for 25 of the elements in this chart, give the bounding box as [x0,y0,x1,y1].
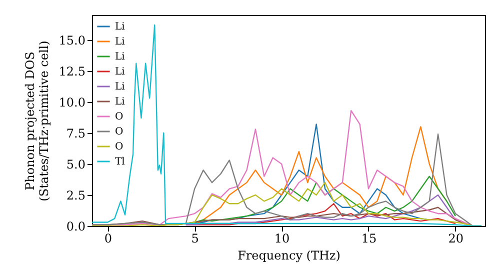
x-tick-label: 20 [448,232,464,246]
line-series [92,24,482,226]
y-tick-label: 0.0 [66,220,86,234]
legend-label: O [115,112,124,122]
y-tick-label: 5.0 [66,157,86,172]
legend-label: Li [115,66,125,78]
x-tick-label: 15 [361,232,377,246]
y-tick-label: 10.0 [58,95,86,110]
y-tick-label: 15.0 [58,33,86,48]
legend-label: O [115,126,124,138]
x-tick-label: 0 [104,232,112,246]
legend-label: Li [115,96,125,108]
legend-label: Li [115,52,125,62]
legend-label: Li [115,22,125,32]
y-tick-label: 2.5 [66,188,86,202]
x-tick-label: 5 [191,232,199,246]
x-axis-title: Frequency (THz) [238,248,340,262]
legend-label: Li [115,82,125,92]
y-axis-title: Phonon projected DOS (States/THz·primitive cell) [22,40,51,202]
x-tick-label: 10 [274,232,290,246]
legend-label: Li [115,36,125,48]
y-tick-label: 12.5 [58,64,86,78]
y-tick-label: 7.5 [66,126,86,140]
legend-label: O [115,142,124,152]
legend-label: Tl [115,156,125,168]
